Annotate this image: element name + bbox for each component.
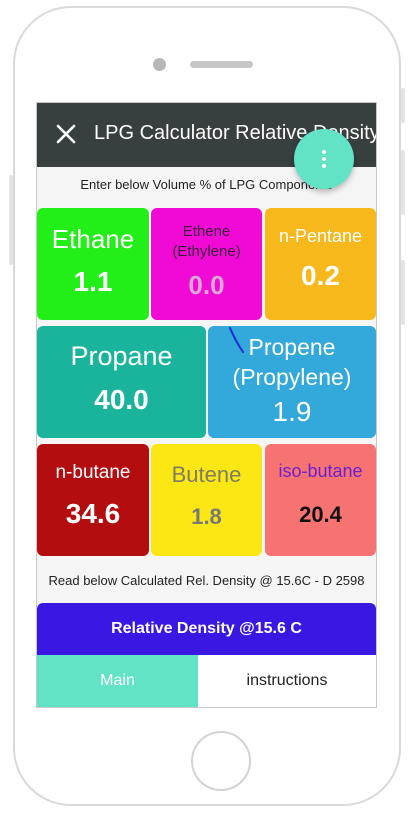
ethene-label: Ethene (Ethylene) <box>151 222 262 262</box>
n-butane-value[interactable]: 34.6 <box>65 498 121 529</box>
propane-label: Propane <box>70 341 173 371</box>
phone-side-button <box>9 215 13 265</box>
camera-dot <box>153 58 166 71</box>
close-icon[interactable] <box>55 123 77 145</box>
ethane-label: Ethane <box>51 224 135 254</box>
ethene-value[interactable]: 0.0 <box>188 270 225 300</box>
propane-value[interactable]: 40.0 <box>94 384 149 415</box>
tab-bar: Main instructions <box>37 655 376 707</box>
result-label: Read below Calculated Rel. Density @ 15.… <box>48 573 365 588</box>
ink-stroke <box>229 327 244 353</box>
relative-density-output: Relative Density @15.6 C <box>37 603 376 655</box>
butene-label: Butene <box>171 462 242 487</box>
tab-instructions[interactable]: instructions <box>198 655 376 707</box>
iso-butane-label: iso-butane <box>278 461 363 481</box>
more-vertical-icon[interactable] <box>294 129 354 189</box>
iso-butane-value[interactable]: 20.4 <box>299 502 342 527</box>
n-butane-label: n-butane <box>55 462 131 483</box>
phone-side-button <box>401 260 405 325</box>
n-pentane-value[interactable]: 0.2 <box>301 260 340 291</box>
ethene-tile[interactable]: Ethene (Ethylene) 0.0 <box>151 208 262 320</box>
propene-value[interactable]: 1.9 <box>272 396 312 427</box>
butene-tile[interactable]: Butene 1.8 <box>151 444 262 556</box>
n-butane-tile[interactable]: n-butane 34.6 <box>37 444 149 556</box>
propene-tile[interactable]: Propene (Propylene) 1.9 <box>208 326 376 438</box>
ethane-value[interactable]: 1.1 <box>73 266 113 297</box>
butene-value[interactable]: 1.8 <box>191 504 222 529</box>
propane-tile[interactable]: Propane 40.0 <box>37 326 206 438</box>
phone-side-button <box>401 150 405 215</box>
propene-label: Propene (Propylene) <box>208 332 376 392</box>
iso-butane-tile[interactable]: iso-butane 20.4 <box>265 444 376 556</box>
ethene-label-line2: (Ethylene) <box>172 243 241 260</box>
n-pentane-label: n-Pentane <box>278 226 363 246</box>
ethene-label-line1: Ethene <box>182 223 231 240</box>
phone-side-button <box>9 175 13 223</box>
propene-label-line1: Propene <box>248 334 336 360</box>
tab-main[interactable]: Main <box>37 655 198 707</box>
speaker-slot <box>190 61 253 68</box>
propene-label-line2: (Propylene) <box>232 364 352 390</box>
home-button[interactable] <box>191 731 251 791</box>
ethane-tile[interactable]: Ethane 1.1 <box>37 208 149 320</box>
n-pentane-tile[interactable]: n-Pentane 0.2 <box>265 208 376 320</box>
instruction-text: Enter below Volume % of LPG Components <box>80 177 333 192</box>
app-screen: LPG Calculator Relative Density Enter be… <box>36 102 377 708</box>
phone-side-button <box>401 88 405 123</box>
